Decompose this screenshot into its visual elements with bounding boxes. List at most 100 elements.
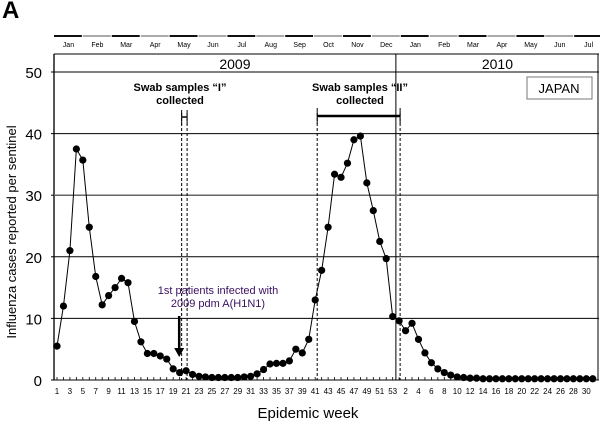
x-tick-label: 17	[156, 387, 165, 396]
swab-ii-label: collected	[336, 95, 384, 107]
y-tick-label: 30	[25, 188, 42, 205]
x-tick-label: 53	[388, 387, 397, 396]
data-point	[505, 375, 513, 383]
data-series	[53, 132, 597, 383]
data-point	[550, 375, 558, 383]
month-label: Oct	[323, 42, 334, 49]
x-tick-label: 15	[143, 387, 152, 396]
data-point	[453, 373, 461, 381]
y-tick-label: 20	[25, 250, 42, 267]
month-label: Apr	[150, 42, 162, 49]
data-point	[176, 369, 184, 377]
data-point	[363, 179, 371, 187]
data-point	[98, 301, 106, 309]
data-point	[311, 296, 319, 304]
x-tick-label: 47	[349, 387, 358, 396]
x-tick-label: 24	[543, 387, 552, 396]
month-label: Jun	[554, 42, 565, 49]
data-point	[137, 338, 145, 346]
y-tick-label: 50	[25, 65, 42, 82]
data-point	[253, 370, 261, 378]
data-point	[395, 317, 403, 325]
data-point	[163, 355, 171, 363]
region-box	[526, 76, 593, 100]
swab-i-label: Swab samples “I”	[134, 82, 227, 94]
data-point	[440, 369, 448, 377]
x-tick-label: 10	[453, 387, 462, 396]
data-point	[472, 374, 481, 382]
first-patients-label: 2009 pdm A(H1N1)	[171, 298, 265, 310]
data-point	[382, 255, 390, 263]
data-point	[356, 132, 364, 140]
data-point	[350, 136, 358, 144]
y-axis-title: Influenza cases reported per sentinel	[4, 125, 19, 338]
data-point	[498, 375, 506, 383]
data-point	[492, 375, 500, 383]
x-tick-label: 11	[117, 387, 126, 396]
data-point	[130, 317, 139, 326]
data-point	[447, 371, 455, 379]
year-label-2009: 2009	[219, 56, 250, 72]
data-point	[195, 372, 203, 380]
data-point	[576, 375, 584, 383]
x-tick-label: 51	[375, 387, 384, 396]
month-label: May	[177, 42, 191, 49]
data-point	[208, 373, 216, 382]
data-point	[589, 375, 597, 383]
x-tick-label: 5	[81, 387, 86, 396]
x-tick-label: 1	[55, 387, 60, 396]
month-label: Aug	[265, 42, 278, 49]
month-label: Feb	[438, 42, 450, 49]
data-point	[543, 375, 552, 383]
x-tick-label: 8	[442, 387, 447, 396]
x-tick-label: 41	[311, 387, 320, 396]
data-point	[285, 357, 293, 365]
data-point	[305, 335, 313, 343]
x-tick-label: 13	[130, 387, 139, 396]
data-point	[85, 223, 93, 231]
annotation-lines	[181, 108, 401, 380]
data-point	[79, 156, 87, 164]
data-point	[389, 312, 397, 321]
x-tick-label: 23	[195, 387, 204, 396]
data-point	[201, 373, 210, 381]
x-tick-label: 39	[298, 387, 307, 396]
month-label: Sep	[293, 42, 306, 49]
data-point	[66, 247, 74, 255]
x-tick-label: 35	[272, 387, 281, 396]
x-axis-title: Epidemic week	[258, 405, 359, 422]
x-tick-label: 18	[504, 387, 513, 396]
x-tick-label: 29	[233, 387, 242, 396]
month-label: May	[524, 42, 538, 49]
data-point	[569, 375, 578, 383]
data-point	[150, 349, 158, 358]
data-point	[156, 352, 164, 360]
data-point	[511, 375, 519, 383]
month-label: Nov	[351, 42, 364, 49]
month-label: Feb	[91, 42, 103, 49]
x-tick-label: 49	[362, 387, 371, 396]
month-label: Mar	[467, 42, 480, 49]
data-point	[318, 266, 326, 274]
data-point	[324, 223, 332, 231]
data-point	[266, 360, 274, 368]
x-tick-label: 12	[466, 387, 475, 396]
month-top-axis: Jan Feb Mar Apr May Jun Jul Aug Sep Oct Nov Dec Jan F…	[54, 35, 600, 49]
data-point	[111, 284, 119, 292]
x-tick-label: 27	[220, 387, 229, 396]
data-point	[214, 373, 222, 382]
region-label: JAPAN	[539, 81, 580, 96]
data-point	[72, 145, 80, 153]
y-tick-label: 10	[25, 311, 42, 328]
x-tick-label: 19	[169, 387, 178, 396]
y-tick-label: 0	[34, 373, 42, 390]
data-point	[279, 359, 287, 367]
x-tick-label: 20	[517, 387, 526, 396]
first-patients-label: 1st patients infected with	[158, 285, 278, 297]
data-point	[337, 173, 345, 181]
x-tick-label: 25	[207, 387, 216, 396]
x-tick-label: 14	[479, 387, 488, 396]
data-point	[401, 327, 410, 335]
data-point	[434, 365, 442, 373]
x-tick-label: 43	[324, 387, 333, 396]
